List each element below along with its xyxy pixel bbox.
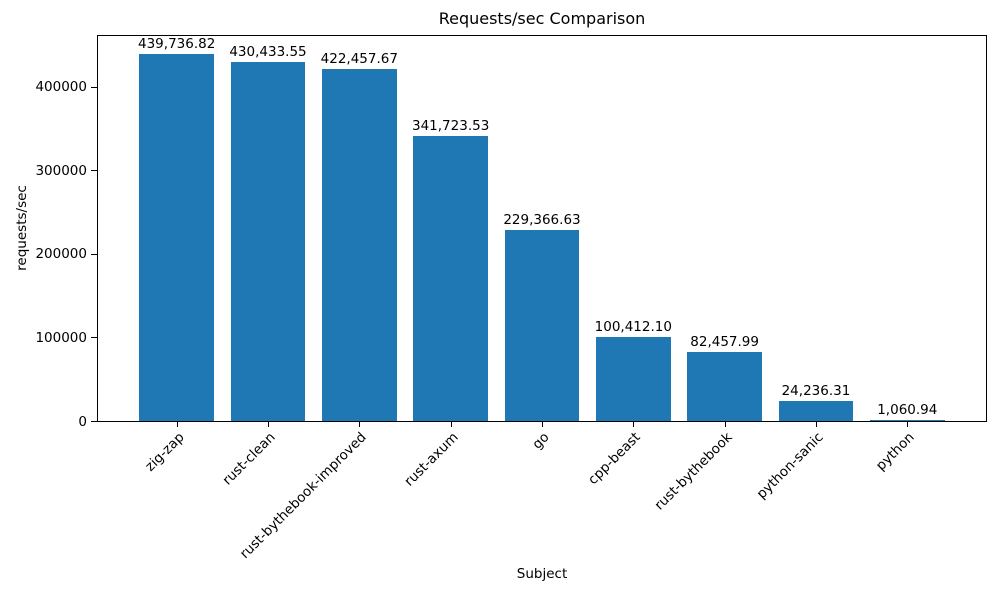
x-tick-label-python-sanic: python-sanic — [753, 429, 827, 503]
x-axis-tick — [633, 422, 635, 427]
bar-slot: 341,723.53 rust-axum — [401, 36, 496, 490]
bar-slot: 24,236.31 python-sanic — [754, 36, 861, 502]
bar-slot: 82,457.99 rust-bythebook — [651, 36, 770, 513]
bar-cpp-beast — [595, 337, 671, 421]
bar-python — [869, 420, 945, 421]
y-axis-tick — [91, 337, 97, 339]
y-axis-tick-labels: 0 100000 200000 300000 400000 — [0, 35, 97, 430]
bar-value-label: 1,060.94 — [877, 402, 938, 419]
x-axis-tick — [724, 422, 726, 427]
x-tick-label-python: python — [873, 429, 918, 475]
bar-slot: 430,433.55 rust-clean — [219, 36, 313, 488]
x-tick-label-rust-clean: rust-clean — [219, 429, 279, 489]
y-tick-label: 100000 — [35, 330, 87, 347]
y-axis-tick — [91, 170, 97, 172]
x-tick-label-go: go — [529, 429, 553, 453]
bar-slot: 1,060.94 python — [862, 36, 953, 474]
x-axis-tick — [815, 422, 817, 427]
bar-value-label: 100,412.10 — [594, 319, 672, 336]
bar-rust-bythebook-improved — [321, 68, 397, 421]
x-axis-tick — [267, 422, 269, 427]
x-tick-label-rust-axum: rust-axum — [400, 429, 462, 490]
bar-value-label: 24,236.31 — [781, 382, 851, 399]
bar-rust-axum — [413, 136, 489, 421]
chart-title: Requests/sec Comparison — [438, 9, 646, 28]
bar-rust-bythebook — [687, 352, 763, 421]
bar-value-label: 229,366.63 — [503, 211, 581, 228]
y-tick-label: 300000 — [35, 162, 87, 179]
plot-area: 439,736.82 zig-zap 430,433.55 rust-clean 422… — [91, 35, 987, 562]
x-axis-tick — [450, 422, 452, 427]
y-axis-tick — [91, 253, 97, 255]
bar-go — [504, 229, 580, 421]
x-tick-label-rust-bythebook: rust-bythebook — [651, 429, 736, 514]
bar-value-label: 430,433.55 — [229, 44, 307, 61]
y-tick-label: 400000 — [35, 78, 87, 95]
bar-value-label: 82,457.99 — [690, 334, 759, 351]
bar-slot: 100,412.10 cpp-beast — [585, 36, 679, 488]
bar-zig-zap — [139, 54, 215, 421]
bar-rust-clean — [230, 62, 306, 421]
x-axis-tick — [359, 422, 361, 427]
bar-slot: 229,366.63 go — [496, 36, 587, 453]
y-axis-tick — [91, 420, 97, 422]
bar-slot: 422,457.67 rust-bythebook-improved — [237, 36, 405, 562]
x-axis-tick — [176, 422, 178, 427]
y-axis-tick — [91, 86, 97, 88]
bar-python-sanic — [778, 400, 854, 421]
y-tick-label: 200000 — [35, 246, 87, 263]
x-axis-tick — [541, 422, 543, 427]
y-tick-label: 0 — [78, 414, 87, 430]
x-tick-label-cpp-beast: cpp-beast — [585, 429, 644, 488]
bar-slot: 439,736.82 zig-zap — [131, 36, 222, 474]
x-axis-tick — [907, 422, 909, 427]
bar-value-label: 439,736.82 — [138, 36, 216, 53]
bar-value-label: 422,457.67 — [320, 50, 398, 67]
x-axis-label: Subject — [516, 566, 568, 582]
x-tick-label-zig-zap: zig-zap — [141, 429, 188, 475]
bar-value-label: 341,723.53 — [411, 118, 490, 135]
bars-container: 439,736.82 zig-zap 430,433.55 rust-clean 422… — [98, 36, 986, 562]
